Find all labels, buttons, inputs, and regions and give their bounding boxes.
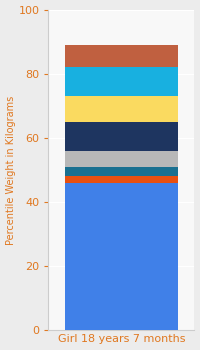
Y-axis label: Percentile Weight in Kilograms: Percentile Weight in Kilograms: [6, 95, 16, 245]
Bar: [65, 167, 178, 176]
Bar: [65, 122, 178, 150]
Bar: [65, 45, 178, 67]
Bar: [65, 67, 178, 96]
Bar: [65, 176, 178, 183]
Bar: [65, 150, 178, 167]
Bar: [65, 96, 178, 122]
Bar: [65, 183, 178, 330]
